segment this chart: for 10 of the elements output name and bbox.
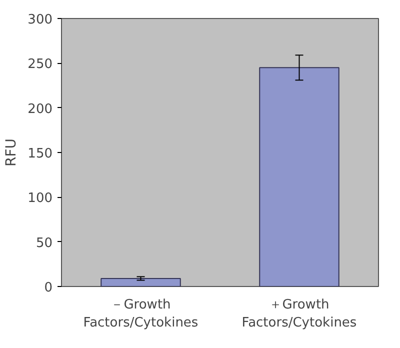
y-tick-label: 250 [28,57,53,72]
y-tick-label: 100 [28,191,53,206]
y-tick-label: 50 [36,236,53,251]
y-tick-label: 200 [28,102,53,117]
y-tick-label: 300 [28,12,53,28]
y-tick-label: 150 [28,146,53,162]
x-tick-label: －Growth Factors/Cytokines [83,298,198,330]
y-tick-label: 0 [44,280,53,296]
y-axis-title: RFU [4,138,20,167]
x-tick-label: ＋Growth Factors/Cytokines [242,298,357,330]
